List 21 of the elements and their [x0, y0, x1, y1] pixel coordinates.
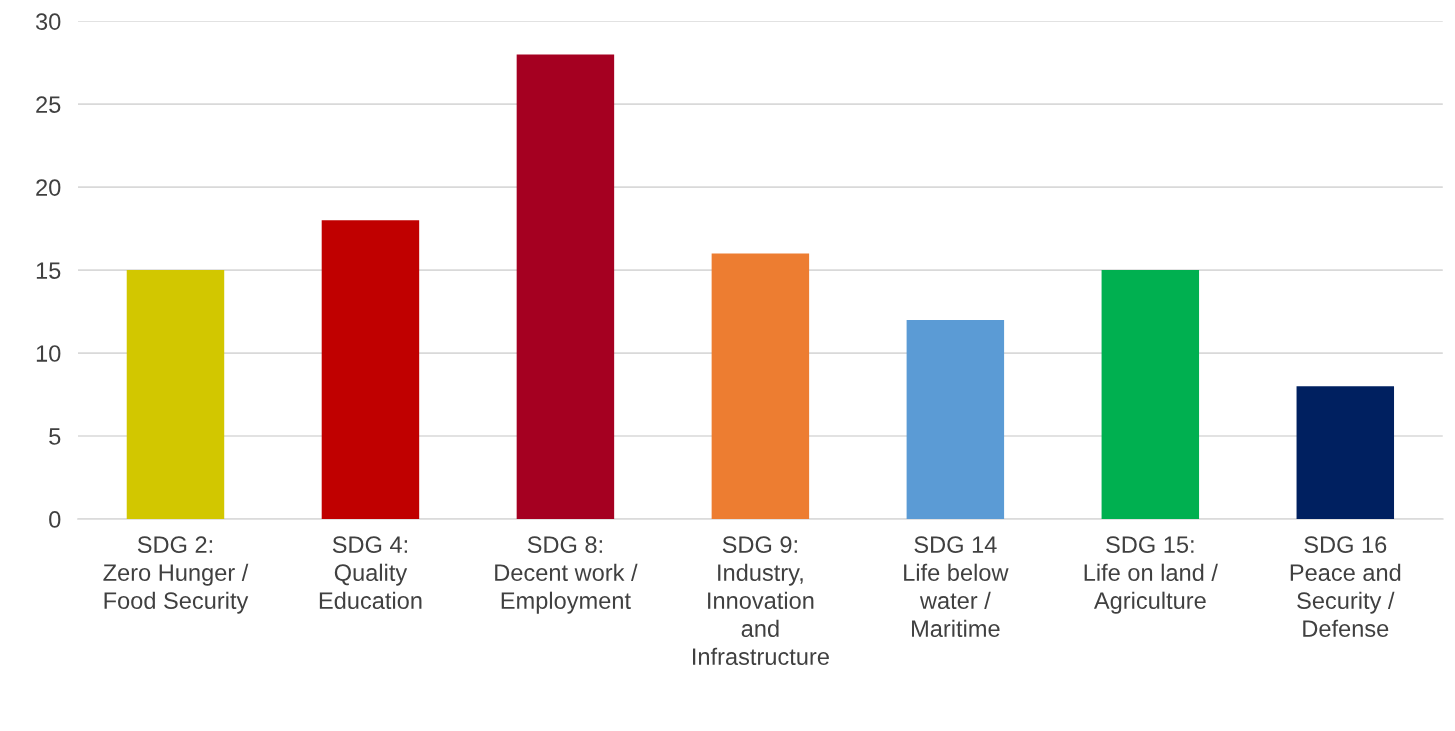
bar — [321, 220, 420, 520]
y-tick-label: 25 — [36, 96, 61, 113]
bar — [1101, 270, 1200, 520]
y-tick-label: 5 — [49, 428, 61, 445]
x-tick-label: SDG 8: Decent work / Employment — [495, 536, 638, 614]
bar — [516, 54, 615, 520]
bar — [711, 253, 810, 520]
x-tick-label: SDG 2: Zero Hunger / Food Security — [103, 536, 249, 614]
x-tick-label: SDG 4: Quality Education — [319, 536, 422, 610]
y-tick-label: 30 — [35, 13, 61, 30]
bar — [126, 270, 225, 520]
x-tick-label: SDG 9: Industry, Innovation and Infrastructure — [693, 536, 829, 666]
y-tick-label: 15 — [36, 262, 61, 279]
bar — [1296, 386, 1395, 520]
x-tick-label: SDG 15: Life on land / Agriculture — [1084, 536, 1218, 614]
y-tick-label: 20 — [36, 179, 61, 196]
y-tick-label: 10 — [36, 345, 61, 362]
x-tick-label: SDG 16 Peace and Security / Defense — [1290, 536, 1401, 638]
x-tick-label: SDG 14 Life below water / Maritime — [904, 536, 1009, 638]
y-tick-label: 0 — [49, 511, 61, 528]
bar — [906, 319, 1005, 520]
